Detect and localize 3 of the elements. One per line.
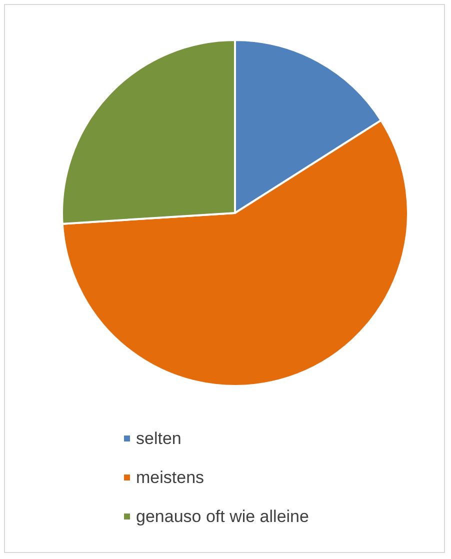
legend-label: selten — [136, 429, 182, 448]
legend-label: meistens — [136, 468, 204, 487]
legend-label: genauso oft wie alleine — [136, 507, 309, 526]
